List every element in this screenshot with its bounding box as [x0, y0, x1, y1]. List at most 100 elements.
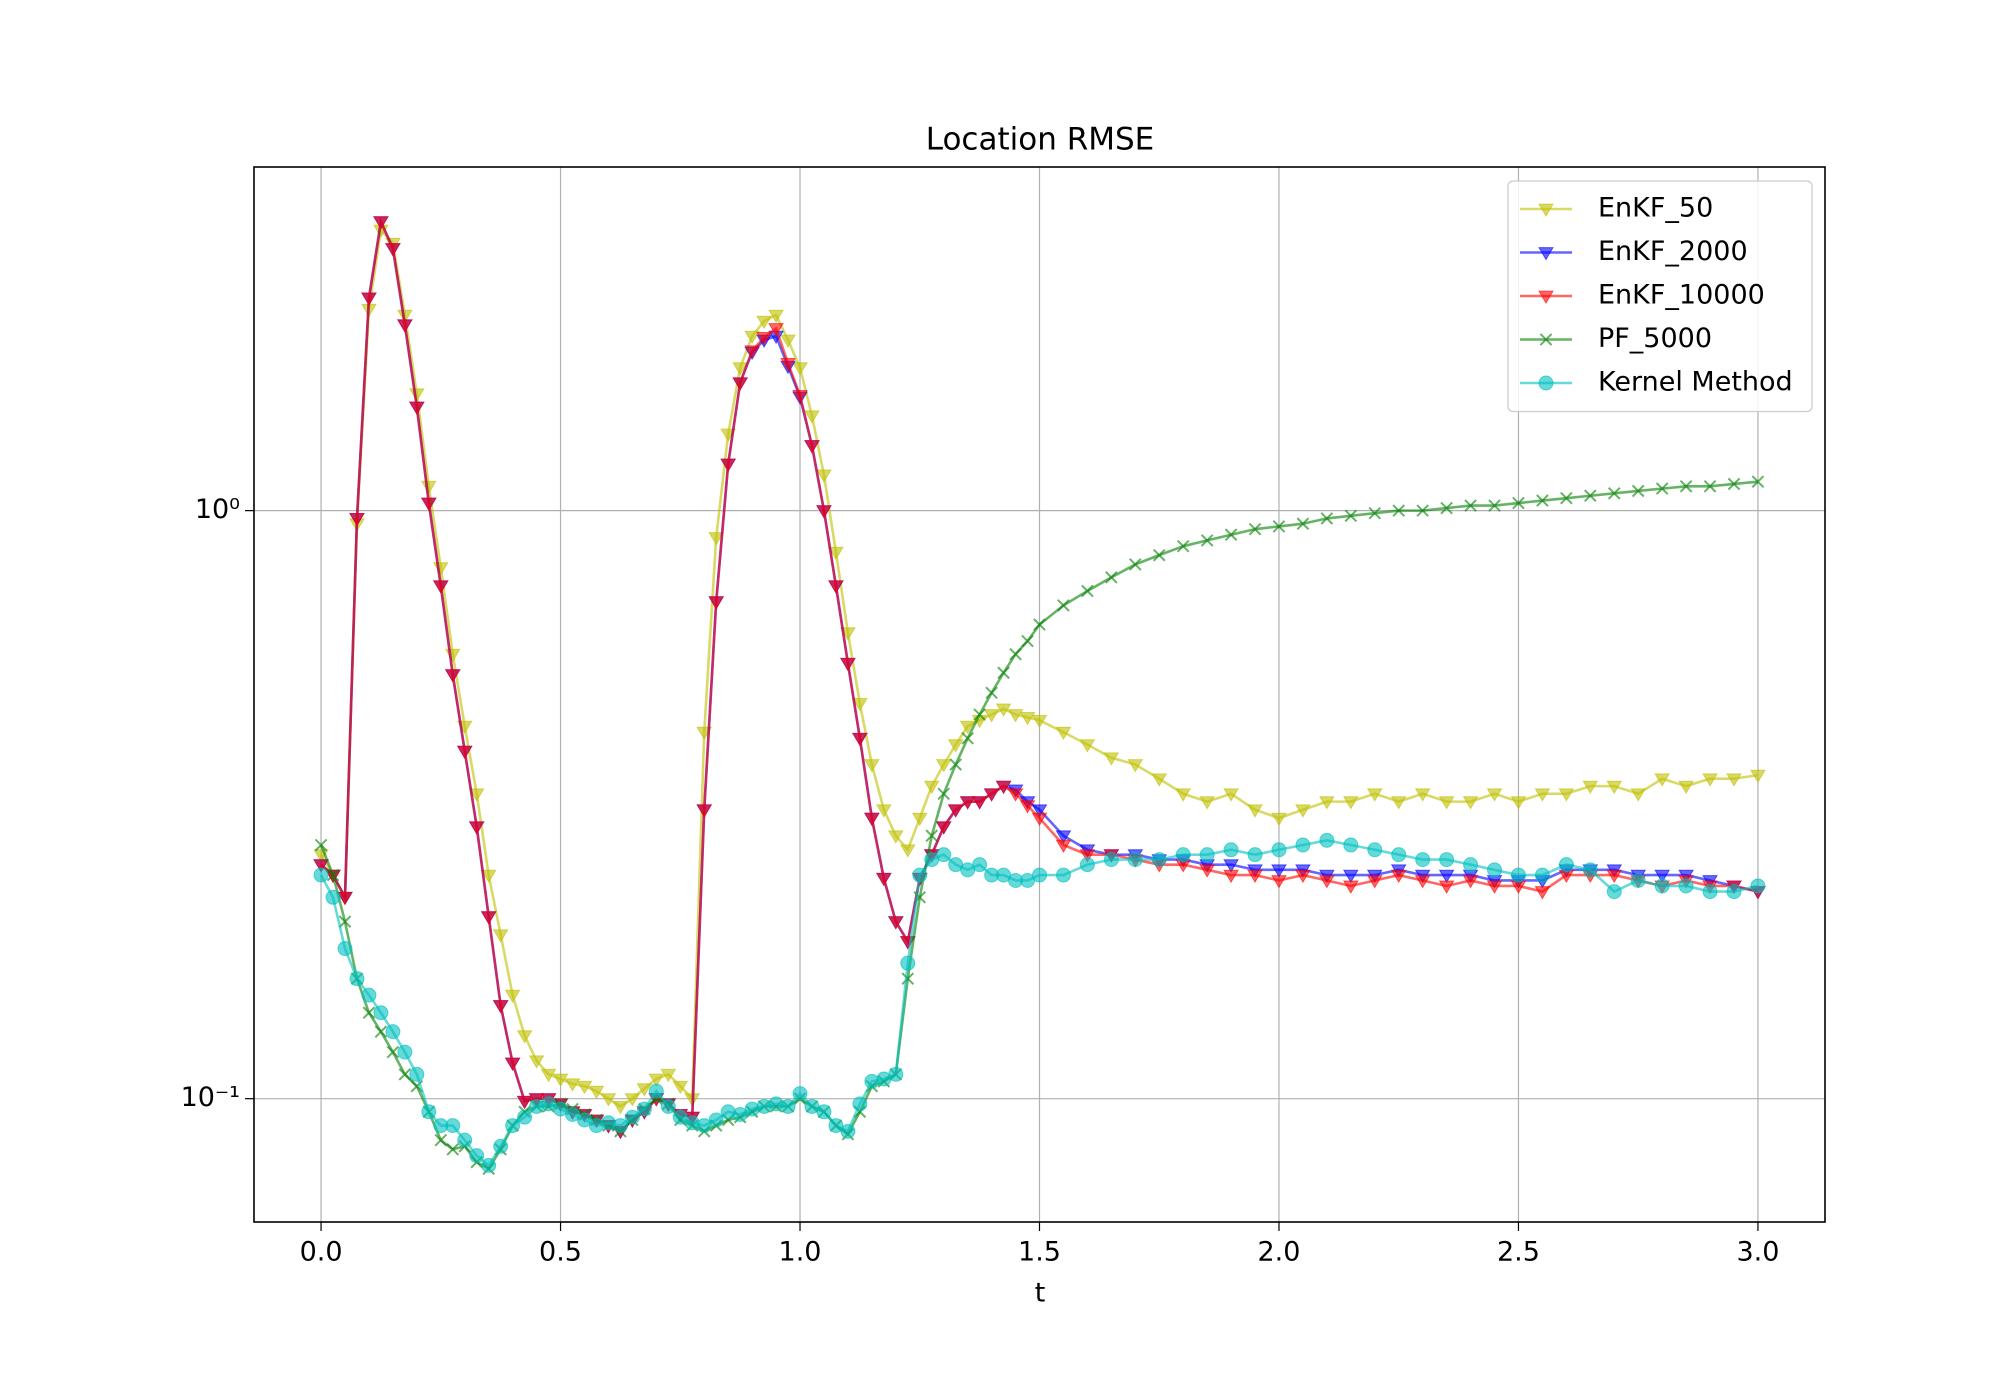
data-point: [457, 1132, 473, 1148]
data-point: [1295, 837, 1311, 853]
data-point: [504, 1057, 521, 1071]
data-point: [935, 759, 952, 773]
data-point: [660, 1098, 676, 1114]
data-point: [900, 955, 916, 971]
legend-box: [1507, 180, 1813, 413]
data-point: [1606, 869, 1623, 884]
x-tick-label: 1.5: [1018, 1237, 1061, 1268]
data-point: [1175, 847, 1191, 863]
data-point: [361, 987, 377, 1003]
data-point: [1271, 812, 1287, 827]
data-point: [1486, 880, 1503, 894]
data-point: [1247, 847, 1263, 863]
data-point: [648, 1073, 665, 1088]
data-point: [648, 1083, 664, 1099]
x-tick-label: 2.0: [1258, 1237, 1301, 1268]
data-point: [1342, 796, 1359, 810]
data-point: [492, 1000, 509, 1014]
data-point: [804, 440, 820, 454]
data-point: [816, 505, 832, 519]
data-point: [1032, 867, 1047, 883]
data-point: [480, 911, 497, 925]
data-point: [912, 867, 928, 883]
data-point: [480, 869, 497, 884]
data-point: [361, 292, 377, 306]
x-tick-label: 0.0: [300, 1237, 343, 1268]
legend-marker: [1538, 247, 1554, 261]
data-point: [636, 1083, 653, 1097]
data-point: [708, 1112, 724, 1128]
data-point: [828, 1118, 844, 1134]
data-point: [1271, 864, 1287, 878]
data-point: [1247, 869, 1263, 884]
data-point: [624, 1093, 641, 1107]
data-point: [852, 1096, 868, 1112]
data-point: [481, 1157, 497, 1173]
data-point: [1702, 773, 1718, 787]
data-point: [1127, 852, 1143, 868]
data-point: [863, 759, 880, 773]
data-point: [325, 889, 341, 905]
data-point: [995, 780, 1012, 795]
data-point: [492, 929, 509, 943]
data-point: [1344, 509, 1358, 523]
data-point: [1366, 875, 1383, 889]
data-point: [947, 804, 964, 818]
data-point: [1416, 504, 1429, 517]
data-point: [1415, 852, 1431, 868]
data-point: [1319, 796, 1335, 810]
data-point: [1223, 869, 1239, 884]
data-point: [971, 796, 988, 810]
data-point: [1031, 804, 1048, 818]
data-point: [840, 1123, 856, 1139]
data-point: [792, 390, 808, 404]
legend-label: EnKF_10000: [1598, 280, 1765, 311]
data-point: [1055, 830, 1072, 844]
data-point: [1176, 539, 1190, 553]
legend-marker: [1538, 290, 1554, 304]
data-point: [1152, 548, 1166, 562]
data-point: [768, 309, 784, 324]
data-point: [720, 458, 737, 473]
data-point: [1031, 714, 1048, 729]
data-point: [434, 1133, 448, 1147]
data-point: [1582, 862, 1598, 878]
data-point: [1630, 788, 1647, 802]
data-point: [1702, 884, 1718, 900]
data-point: [373, 216, 389, 230]
data-point: [385, 243, 401, 257]
data-point: [421, 1104, 437, 1120]
data-point: [504, 989, 521, 1004]
data-point: [444, 648, 461, 663]
data-point: [1223, 842, 1239, 858]
data-point: [1607, 487, 1621, 500]
data-point: [887, 830, 904, 844]
plot-area: [313, 216, 1766, 1176]
data-point: [708, 532, 725, 546]
data-point: [936, 847, 952, 863]
data-point: [516, 1095, 533, 1110]
data-point: [828, 580, 844, 594]
legend-label: Kernel Method: [1598, 367, 1793, 398]
data-point: [1630, 872, 1646, 888]
data-point: [1079, 739, 1096, 753]
data-point: [446, 1143, 460, 1156]
data-point: [732, 377, 749, 391]
data-point: [828, 546, 844, 561]
data-point: [1079, 857, 1095, 873]
data-point: [937, 787, 951, 801]
data-point: [1342, 880, 1359, 894]
data-point: [1319, 875, 1335, 889]
data-point: [949, 758, 962, 771]
data-point: [852, 732, 868, 747]
data-point: [973, 708, 986, 721]
data-point: [1057, 599, 1070, 612]
data-point: [612, 1101, 629, 1115]
data-point: [1127, 759, 1144, 773]
data-point: [1390, 796, 1407, 810]
data-point: [1655, 482, 1669, 495]
data-point: [1343, 837, 1359, 853]
data-point: [840, 657, 856, 672]
data-point: [373, 1005, 389, 1021]
